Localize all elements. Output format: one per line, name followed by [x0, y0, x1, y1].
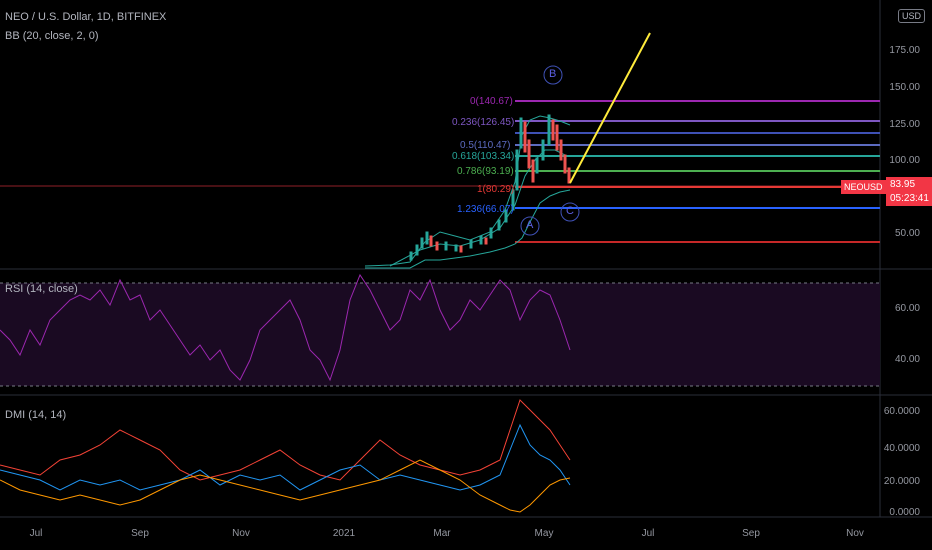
time-axis-label: Sep	[131, 528, 149, 539]
price-axis-label: 100.00	[889, 155, 920, 166]
wave-label-c: C	[566, 205, 574, 217]
fib-label: 0(140.67)	[470, 96, 513, 107]
price-axis-label: 50.00	[894, 228, 920, 239]
bar-countdown: 05:23:41	[886, 191, 932, 206]
time-axis-label: Jul	[29, 528, 43, 539]
symbol-tag: NEOUSD	[841, 180, 886, 194]
symbol-title[interactable]: NEO / U.S. Dollar, 1D, BITFINEX	[5, 11, 167, 23]
price-axis-label: 175.00	[889, 45, 920, 56]
dmi-minus-line	[0, 399, 571, 481]
rsi-line	[0, 273, 571, 382]
fib-label: 1.236(66.07)	[457, 204, 514, 215]
currency-badge[interactable]: USD	[898, 9, 926, 23]
bollinger-bands	[364, 115, 571, 269]
fib-label: 1(80.29)	[477, 184, 515, 195]
wave-c-marker[interactable]	[560, 202, 580, 222]
time-axis-label: Nov	[232, 528, 250, 539]
wave-label-a: A	[526, 219, 534, 231]
time-axis-label: 2021	[332, 528, 356, 539]
dmi-axis-label: 40.0000	[883, 443, 920, 454]
time-axis-label: May	[534, 528, 554, 539]
dmi-legend[interactable]: DMI (14, 14)	[5, 409, 67, 421]
rsi-axis-label: 60.00	[894, 303, 920, 314]
bollinger-legend[interactable]: BB (20, close, 2, 0)	[5, 30, 99, 42]
wave-label-b: B	[549, 68, 557, 80]
trend-line[interactable]	[569, 32, 651, 184]
current-price-tag: NEOUSD 83.95 05:23:41	[841, 177, 932, 207]
wave-a-marker[interactable]	[520, 216, 540, 236]
fib-label: 0.236(126.45)	[452, 117, 515, 128]
candlesticks[interactable]	[409, 114, 571, 261]
wave-b-marker[interactable]	[543, 65, 563, 85]
dmi-axis-label: 60.0000	[883, 406, 920, 417]
fib-label: 0.5(110.47)	[460, 140, 511, 151]
dmi-axis-label: 20.0000	[883, 476, 920, 487]
adx-line	[0, 459, 571, 513]
price-axis-label: 125.00	[889, 119, 920, 130]
fib-label: 0.786(93.19)	[457, 166, 514, 177]
time-axis-label: Mar	[433, 528, 451, 539]
fib-label: 0.618(103.34)	[452, 151, 515, 162]
rsi-legend[interactable]: RSI (14, close)	[5, 283, 78, 295]
rsi-axis-label: 40.00	[894, 354, 920, 365]
time-axis-label: Nov	[846, 528, 864, 539]
dmi-axis-label: 0.0000	[889, 507, 920, 518]
dmi-plus-line	[0, 423, 571, 491]
rsi-band	[0, 283, 880, 386]
time-axis-label: Sep	[742, 528, 760, 539]
price-axis-label: 150.00	[889, 82, 920, 93]
time-axis-label: Jul	[641, 528, 655, 539]
current-price-value: 83.95	[886, 177, 932, 192]
